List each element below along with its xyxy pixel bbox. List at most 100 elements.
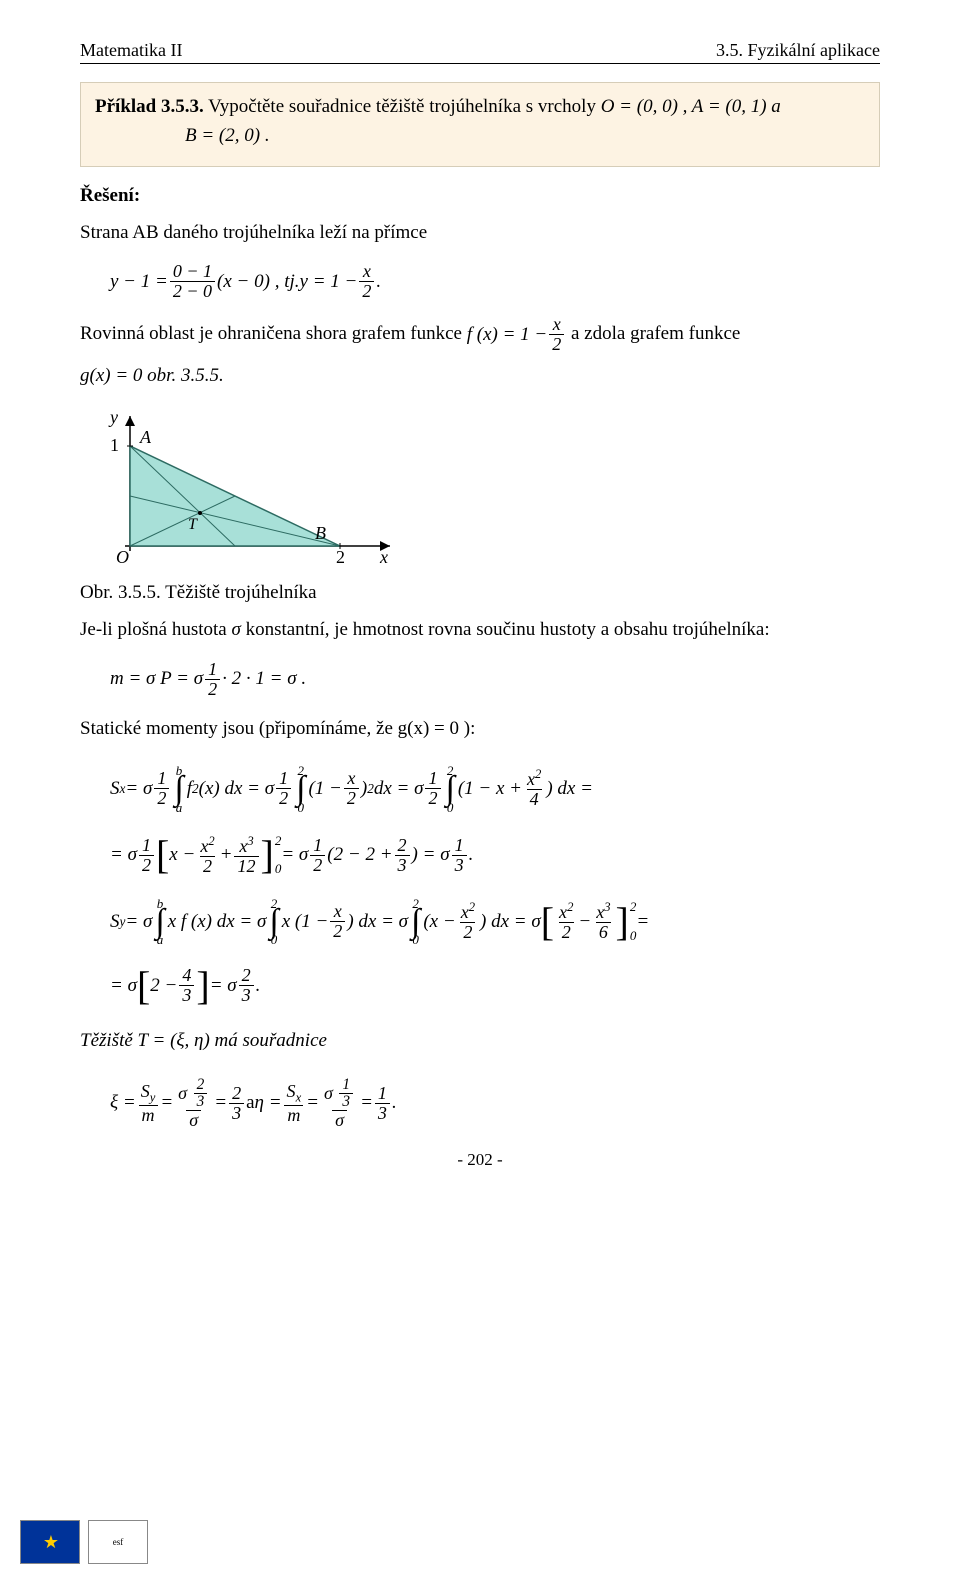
svg-text:B: B (315, 523, 326, 543)
eq-sy-2: = σ [ 2 − 43 ] = σ 23 . (110, 966, 880, 1005)
eq1a-lhs: y − 1 = (110, 271, 168, 293)
eq-sy-1: Sy = σ b∫a x f (x) dx = σ 2∫0 x (1 − x2 … (110, 897, 880, 947)
eta-lhs: η = (255, 1092, 282, 1114)
sy-i3sq: 2 (469, 900, 475, 914)
c-2n: 2 (194, 1077, 208, 1093)
header-left: Matematika II (80, 40, 182, 61)
sx2-13n: 1 (452, 836, 467, 855)
sx-xdx: (x) dx = σ (199, 778, 274, 800)
sy-ban: x (559, 902, 567, 922)
eq-mass: m = σ P = σ 1 2 · 2 · 1 = σ . (110, 660, 880, 699)
sy-minus: − (578, 911, 591, 933)
sx-i3b: ) dx = (546, 778, 593, 800)
eqm-den: 2 (205, 679, 220, 699)
svg-text:1: 1 (110, 435, 119, 455)
eu-flag-icon: ★ (20, 1520, 80, 1564)
c-eq2: = (214, 1092, 227, 1114)
sx2-two: 2 (200, 856, 215, 876)
sx2-23d: 3 (395, 855, 410, 875)
c-1n: 1 (339, 1077, 353, 1093)
esf-logo-icon: esf (88, 1520, 148, 1564)
eqm-a: m = σ P = σ (110, 668, 203, 690)
sy-basq: 2 (567, 900, 573, 914)
sx2-plus: + (220, 844, 233, 866)
eq1b-den: 2 (359, 281, 374, 301)
para-2: Rovinná oblast je ohraničena shora grafe… (80, 315, 880, 354)
c-m2: m (284, 1105, 303, 1125)
para4-sigma: σ (231, 619, 240, 640)
eq-sx-2: = σ 12 [ x − x22 + x312 ] 2 0 = σ 12 (2 … (110, 834, 880, 877)
sx-half-d: 2 (154, 788, 169, 808)
c-r1n: 2 (229, 1084, 244, 1103)
sy-bbd: 6 (596, 922, 611, 942)
sx2-hd2: 2 (310, 855, 325, 875)
eqm-num: 1 (205, 660, 220, 679)
para2-num: x (550, 315, 564, 334)
example-box: Příklad 3.5.3. Vypočtěte souřadnice těži… (80, 82, 880, 167)
sx-dx2: dx = σ (374, 778, 424, 800)
c-m1: m (139, 1105, 158, 1125)
sx2-calc2: ) = σ (412, 844, 450, 866)
c-1d: 3 (339, 1093, 353, 1110)
sx2-ia: x − (169, 844, 195, 866)
sx-a: a (176, 801, 183, 814)
sx-half-n2: 1 (276, 769, 291, 788)
para6-text: Těžiště T = (ξ, η) má souřadnice (80, 1030, 327, 1051)
sx2-hn: 1 (139, 836, 154, 855)
para-6: Těžiště T = (ξ, η) má souřadnice (80, 1025, 880, 1056)
sy-i2b: ) dx = σ (347, 911, 408, 933)
para-4: Je-li plošná hustota σ konstantní, je hm… (80, 614, 880, 645)
sx2-eq2: = σ (281, 844, 308, 866)
c-sig4: σ (332, 1110, 347, 1130)
para-3: g(x) = 0 obr. 3.5.5. (80, 360, 880, 391)
sx-lo2: 0 (447, 801, 454, 814)
eqm-b: · 2 · 1 = σ . (222, 668, 306, 690)
eq1b-lhs: y = 1 − (300, 271, 358, 293)
c-r2n: 1 (375, 1084, 390, 1103)
sy-i3n: x (461, 902, 469, 922)
sy-bbcb: 3 (604, 900, 610, 914)
para2-den: 2 (549, 334, 564, 354)
footer-logos: ★ esf (20, 1520, 148, 1564)
sx-i3-den: 4 (527, 789, 542, 809)
sx2-hd: 2 (139, 855, 154, 875)
sy2-4d: 3 (179, 985, 194, 1005)
sx-i2-den: 2 (344, 788, 359, 808)
sx2-cube: 3 (247, 834, 253, 848)
c-r2d: 3 (375, 1103, 390, 1123)
svg-text:2: 2 (336, 547, 345, 567)
example-text: Vypočtěte souřadnice těžiště trojúhelník… (208, 96, 601, 117)
sy-eq: = σ (125, 911, 152, 933)
sx-i3a: (1 − x + (458, 778, 522, 800)
sx-half-d2: 2 (276, 788, 291, 808)
example-label: Příklad 3.5.3. (95, 96, 204, 117)
sy2-b: = σ (210, 975, 237, 997)
sx-lhs: S (110, 778, 120, 800)
svg-text:A: A (139, 427, 152, 447)
figure-caption: Obr. 3.5.5. Těžiště trojúhelníka (80, 582, 880, 604)
page-number: - 202 - (80, 1150, 880, 1170)
sx-half-n: 1 (154, 769, 169, 788)
example-line2: B = (2, 0) . (185, 122, 865, 151)
sy-i2d: 2 (330, 921, 345, 941)
c-sig2: σ (186, 1110, 201, 1130)
eq-sx-1: Sx = σ 12 b∫a f 2 (x) dx = σ 12 2∫0 (1 −… (110, 764, 880, 814)
para1-text: Strana AB daného trojúhelníka leží na př… (80, 222, 427, 243)
para-1: Strana AB daného trojúhelníka leží na př… (80, 217, 880, 248)
svg-text:T: T (188, 516, 198, 533)
eq1a-den: 2 − 0 (170, 281, 215, 301)
para2b: a zdola grafem funkce (571, 323, 740, 344)
sy-lhs: S (110, 911, 120, 933)
c-sxs: x (296, 1090, 302, 1104)
sy2-2d: 3 (239, 985, 254, 1005)
sy2-4n: 4 (179, 966, 194, 985)
c-sig1: σ (178, 1084, 187, 1103)
sy-i3d: 2 (460, 922, 475, 942)
sx-half-d3: 2 (425, 788, 440, 808)
sx-i2a: (1 − (308, 778, 341, 800)
c-2d: 3 (194, 1093, 208, 1110)
c-eq3: = (306, 1092, 319, 1114)
svg-text:x: x (379, 547, 388, 567)
sx-i2-num: x (344, 769, 358, 788)
para4a: Je-li plošná hustota (80, 619, 231, 640)
